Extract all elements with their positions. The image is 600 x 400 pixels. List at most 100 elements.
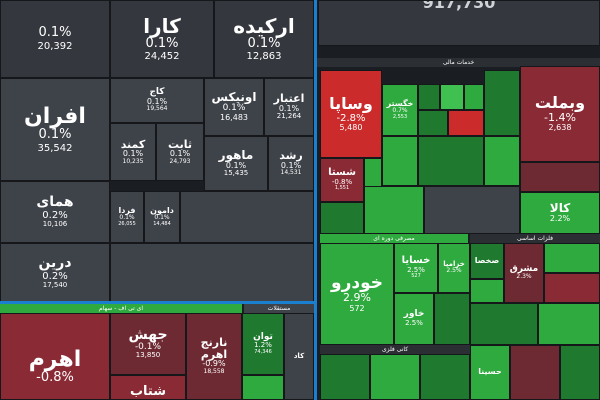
- section-header-etf: ای تی اف - سهام: [0, 304, 242, 313]
- tile-ahrom[interactable]: اهرم -0.8%: [0, 313, 110, 400]
- tile-small-green[interactable]: [242, 375, 284, 400]
- tile-small-r1[interactable]: [418, 84, 440, 110]
- tile-kamand[interactable]: کمند 0.1% 10,235: [110, 123, 156, 181]
- tile-pct: 2.5%: [446, 267, 462, 275]
- tile-small-grid-2[interactable]: [110, 243, 314, 303]
- tile-name: وبملت: [534, 93, 586, 113]
- tile-small-r17[interactable]: [544, 273, 600, 303]
- tile-shetab[interactable]: شتاب: [110, 375, 186, 400]
- tile-pct: 2.9%: [343, 291, 371, 305]
- tile-small-r8[interactable]: [418, 136, 484, 186]
- tile-name: شستا: [328, 167, 356, 179]
- tile-vol: 24,452: [144, 51, 180, 63]
- tile-damoon[interactable]: دامون 0.1% 14,484: [144, 191, 180, 243]
- tile-khavar[interactable]: خاور 2.5%: [394, 293, 434, 345]
- tile-vol: 74,346: [254, 348, 272, 355]
- tile-pct: 0.7%: [392, 107, 408, 115]
- tile-jahesh[interactable]: جهش -0.1% 13,850: [110, 313, 186, 375]
- tile-farda[interactable]: فردا 0.1% 26,055: [110, 191, 144, 243]
- tile-khzamia[interactable]: خزامیا 2.5%: [438, 243, 470, 293]
- tile-naranj[interactable]: نارنج اهرم -0.9% 18,558: [186, 313, 242, 400]
- tile-pct: 0.2%: [42, 210, 68, 221]
- tile-afran[interactable]: افران 0.1% 35,542: [0, 78, 110, 181]
- section-header-cyclical: مصرفی دوره ای: [320, 234, 468, 243]
- tile-small-r7[interactable]: [382, 136, 418, 186]
- tile-pct: 0.1%: [225, 160, 247, 170]
- tile-pct: 2.3%: [516, 273, 532, 281]
- tile-name: توان: [253, 331, 273, 342]
- tile-khodro[interactable]: خودرو 2.9% 572: [320, 243, 394, 345]
- tile-homay[interactable]: همای 0.2% 10,106: [0, 181, 110, 243]
- tile-small-r23[interactable]: [420, 354, 470, 400]
- tile-small-r15[interactable]: [434, 293, 470, 345]
- tile-roshd[interactable]: رشد 0.1% 14,531: [268, 136, 314, 191]
- tile-small-r9[interactable]: [484, 136, 520, 186]
- tile-kad[interactable]: کاد: [284, 313, 314, 400]
- tile-small-r18[interactable]: [470, 279, 504, 303]
- tile-small-r4[interactable]: [418, 110, 448, 136]
- tile-vsapa[interactable]: وساپا -2.8% 5,480: [320, 70, 382, 158]
- tile-vol: 18,558: [203, 368, 225, 376]
- tile-vol: 1,551: [334, 185, 350, 192]
- tile-kala[interactable]: کالا 2.2%: [520, 192, 600, 234]
- tile-name: شتاب: [129, 383, 167, 399]
- tile-small-r22[interactable]: [370, 354, 420, 400]
- tile-pct: -0.9%: [202, 359, 226, 369]
- tile-orkideh[interactable]: ارکیده 0.1% 12,863: [214, 0, 314, 78]
- tile-dorin[interactable]: درین 0.2% 17,540: [0, 243, 110, 303]
- tile-tavan[interactable]: توان 1.2% 74,346: [242, 313, 284, 375]
- tile-vbmellat[interactable]: وبملت -1.4% 2,638: [520, 66, 600, 162]
- tile-top-1[interactable]: 0.1% 20,392: [0, 0, 110, 78]
- tile-small-r11[interactable]: [320, 202, 364, 234]
- tile-kara[interactable]: کارا 0.1% 24,452: [110, 0, 214, 78]
- tile-vol: 21,264: [276, 112, 302, 121]
- tile-top-index[interactable]: 917,730: [318, 0, 600, 46]
- tile-name: جهش: [128, 326, 168, 343]
- tile-small-r3[interactable]: [464, 84, 484, 110]
- section-header-mostaghelat: مستقلات: [244, 304, 314, 313]
- tile-small-r12[interactable]: [364, 186, 424, 234]
- tile-small-grid[interactable]: [180, 191, 314, 243]
- tile-name: خاور: [403, 309, 425, 320]
- tile-kaj[interactable]: کاج 0.1% 19,564: [110, 78, 204, 123]
- tile-onyx[interactable]: اونیکس 0.1% 16,483: [204, 78, 264, 136]
- tile-shasta[interactable]: شستا -0.8% 1,551: [320, 158, 364, 202]
- tile-name: خگستر: [386, 98, 414, 108]
- tile-small-r20[interactable]: [538, 303, 600, 345]
- tile-small-r5[interactable]: [448, 110, 484, 136]
- tile-small-r6[interactable]: [484, 70, 520, 136]
- tile-etebar[interactable]: اعتبار 0.1% 21,264: [264, 78, 314, 136]
- tile-name: ماهور: [218, 147, 254, 162]
- tile-name: همای: [36, 194, 74, 211]
- tile-pct: -0.8%: [36, 369, 74, 385]
- tile-pct: 0.1%: [119, 214, 135, 222]
- tile-name: درین: [38, 255, 72, 272]
- tile-pct: 2.2%: [549, 213, 571, 223]
- tile-khgostar[interactable]: خگستر 0.7% 2,553: [382, 84, 418, 136]
- tile-small-r2[interactable]: [440, 84, 464, 110]
- tile-pct: 2.5%: [405, 318, 423, 327]
- tile-pct: -2.8%: [336, 112, 366, 124]
- tile-small-r16[interactable]: [544, 243, 600, 273]
- tile-khsaipa[interactable]: خسایا 2.5% 527: [394, 243, 438, 293]
- tile-name: رشد: [279, 149, 303, 163]
- tile-small-r24[interactable]: [510, 345, 560, 400]
- tile-sakhsa[interactable]: صخصا: [470, 243, 504, 279]
- tile-pct: 0.1%: [38, 25, 72, 41]
- tile-name: خسایا: [401, 255, 431, 267]
- tile-mahour[interactable]: ماهور 0.1% 15,435: [204, 136, 268, 191]
- tile-name: خزامیا: [443, 260, 465, 269]
- tile-name: ارکیده: [233, 13, 295, 38]
- tile-small-r21[interactable]: [320, 354, 370, 400]
- tile-mashreq[interactable]: مشرق 2.3%: [504, 243, 544, 303]
- tile-small-r25[interactable]: [560, 345, 600, 400]
- tile-sabet[interactable]: ثابت 0.1% 24,793: [156, 123, 204, 181]
- tile-small-r13[interactable]: [424, 186, 520, 234]
- tile-vol: 12,863: [246, 51, 282, 63]
- tile-vol: 572: [349, 303, 365, 313]
- tile-vol: 13,850: [135, 351, 161, 360]
- tile-hosseina[interactable]: حسینا: [470, 345, 510, 400]
- tile-small-r19[interactable]: [470, 303, 538, 345]
- tile-name: اونیکس: [211, 90, 257, 105]
- tile-small-r14[interactable]: [520, 162, 600, 192]
